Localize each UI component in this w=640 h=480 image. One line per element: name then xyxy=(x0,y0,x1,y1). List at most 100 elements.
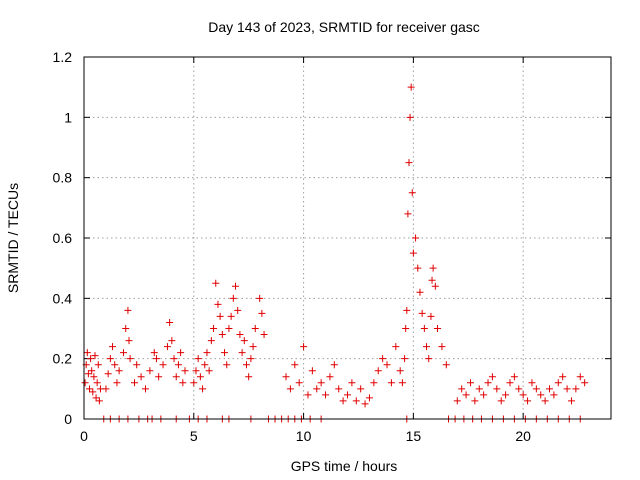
data-point xyxy=(370,379,378,387)
data-point xyxy=(458,385,466,393)
data-point xyxy=(322,391,330,399)
data-point xyxy=(442,361,450,369)
data-point xyxy=(192,367,200,375)
data-point xyxy=(93,379,101,387)
data-point xyxy=(291,361,299,369)
data-point xyxy=(234,306,242,314)
data-point xyxy=(207,337,215,345)
data-point xyxy=(374,367,382,375)
data-point xyxy=(392,343,400,351)
data-point xyxy=(387,379,395,387)
data-point xyxy=(90,373,98,381)
data-point xyxy=(91,352,99,360)
data-point xyxy=(85,385,93,393)
y-tick-label: 0.2 xyxy=(53,351,73,367)
x-tick-label: 15 xyxy=(406,428,422,444)
data-point xyxy=(89,388,97,396)
data-point xyxy=(236,331,244,339)
data-point xyxy=(245,373,253,381)
data-point xyxy=(532,385,540,393)
data-point xyxy=(425,355,433,363)
data-point xyxy=(203,349,211,357)
x-tick-label: 20 xyxy=(515,428,531,444)
chart-title: Day 143 of 2023, SRMTID for receiver gas… xyxy=(208,19,480,35)
data-point xyxy=(434,325,442,332)
data-point xyxy=(497,397,505,405)
data-point xyxy=(563,385,571,393)
data-point xyxy=(83,349,91,357)
data-point xyxy=(168,337,176,345)
data-point xyxy=(428,276,436,284)
x-tick-label: 0 xyxy=(80,428,88,444)
data-point xyxy=(166,318,174,326)
data-point xyxy=(484,379,492,387)
data-point xyxy=(205,367,213,375)
data-point xyxy=(150,349,158,357)
data-point xyxy=(335,385,343,393)
data-point xyxy=(554,379,562,387)
data-point xyxy=(282,373,290,381)
data-point xyxy=(300,343,308,351)
data-point xyxy=(201,361,209,369)
data-point xyxy=(249,343,257,351)
data-point xyxy=(196,373,204,381)
data-point xyxy=(238,349,246,357)
y-tick-label: 0 xyxy=(64,411,72,427)
data-point xyxy=(210,325,218,332)
data-point xyxy=(172,373,180,381)
data-point xyxy=(572,385,580,393)
data-point xyxy=(313,385,321,393)
data-point xyxy=(506,379,514,387)
data-point xyxy=(141,385,149,393)
data-point xyxy=(427,312,435,320)
data-point xyxy=(546,385,554,393)
data-point xyxy=(352,397,360,405)
data-point xyxy=(124,306,132,314)
data-point xyxy=(453,397,461,405)
data-point xyxy=(357,385,365,393)
data-point xyxy=(407,83,415,91)
data-point xyxy=(398,379,406,387)
data-point xyxy=(550,391,558,399)
data-point xyxy=(401,355,409,363)
data-point xyxy=(247,355,255,363)
data-point xyxy=(295,379,303,387)
x-tick-label: 5 xyxy=(190,428,198,444)
plot-frame xyxy=(83,56,612,420)
data-point xyxy=(104,370,112,378)
data-point xyxy=(232,282,240,290)
data-point xyxy=(405,159,413,167)
data-point xyxy=(488,373,496,381)
data-point xyxy=(576,373,584,381)
data-point xyxy=(416,288,424,296)
data-point xyxy=(379,355,387,363)
data-point xyxy=(344,391,351,399)
data-point xyxy=(409,249,417,257)
y-tick-label: 0.4 xyxy=(53,290,73,306)
data-point xyxy=(225,325,233,332)
data-point xyxy=(170,355,178,363)
data-point xyxy=(528,379,536,387)
data-point xyxy=(475,385,483,393)
data-point xyxy=(502,391,510,399)
data-point xyxy=(429,264,437,272)
data-point xyxy=(218,331,226,339)
data-point xyxy=(462,391,470,399)
data-point xyxy=(365,394,373,402)
data-point xyxy=(431,282,439,290)
data-point xyxy=(181,367,189,375)
data-point xyxy=(541,397,549,405)
data-point xyxy=(126,355,134,363)
data-point xyxy=(251,325,259,332)
data-point xyxy=(152,355,160,363)
data-point xyxy=(537,391,545,399)
axis-ticks: 0 0.2 0.4 0.6 0.8 1 1.2 0 5 10 15 20 xyxy=(53,49,611,444)
data-point xyxy=(216,312,224,320)
data-point xyxy=(223,361,231,369)
data-point xyxy=(361,400,369,408)
y-axis-label: SRMTID / TECUs xyxy=(5,183,21,293)
data-point xyxy=(131,379,139,387)
data-point xyxy=(242,361,250,369)
data-point xyxy=(339,397,347,405)
data-point xyxy=(133,361,141,369)
